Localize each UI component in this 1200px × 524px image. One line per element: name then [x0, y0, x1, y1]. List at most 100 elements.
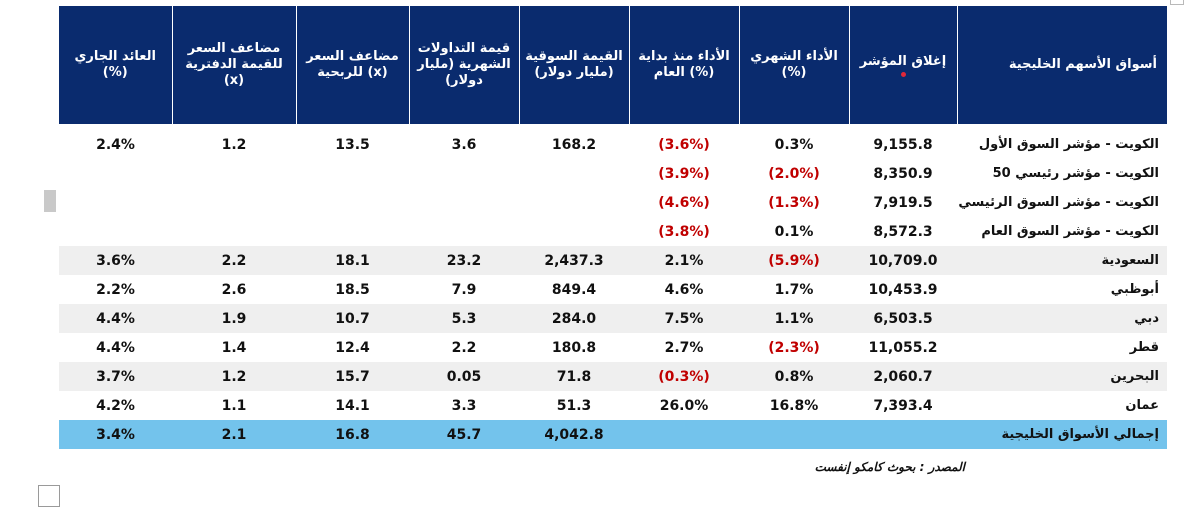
cell-pe: 14.1 — [335, 397, 370, 414]
cell-turnover — [409, 217, 519, 246]
checkbox[interactable] — [38, 485, 60, 507]
cell-pe: 13.5 — [335, 136, 370, 153]
cell-name: قطر — [1129, 340, 1159, 355]
cell-yield: 4.4% — [96, 339, 135, 356]
cell-yield: 2.4% — [96, 136, 135, 153]
cell-name: الكويت - مؤشر السوق الأول — [978, 137, 1159, 152]
cell-name: الكويت - مؤشر السوق الرئيسي — [958, 195, 1159, 210]
cell-ytd: (3.6%) — [658, 136, 710, 153]
header-yield: العائد الجاري (%) — [59, 6, 173, 124]
cell-turnover: 45.7 — [409, 420, 519, 449]
table-row: 3.7% 1.2 15.7 0.05 71.8 (0.3%) 0.8% 2,060.7 البح… — [59, 362, 1167, 391]
cell-yield: 4.4% — [59, 304, 172, 333]
corner-marker — [1170, 0, 1184, 5]
cell-close — [849, 420, 957, 449]
cell-ytd: 4.6% — [664, 281, 704, 298]
cell-turnover: 2.2 — [451, 339, 477, 356]
header-turnover: قيمة التداولات الشهرية (مليار دولار) — [409, 6, 520, 124]
source-note: المصدر : بحوث كامكو إنفست — [814, 460, 965, 474]
cell-mcap: 2,437.3 — [519, 246, 629, 275]
header-market: أسواق الأسهم الخليجية — [957, 6, 1167, 124]
cell-ytd: 2.1% — [629, 246, 739, 275]
cell-close: 8,350.9 — [873, 165, 933, 182]
cell-pe: 18.5 — [335, 281, 370, 298]
cell-close: 6,503.5 — [849, 304, 957, 333]
table-row: (3.9%) (2.0%) 8,350.9 الكويت - مؤشر رئيسي 5… — [59, 159, 1167, 188]
cell-name: البحرين — [957, 362, 1167, 391]
header-close-label: إغلاق المؤشر — [859, 53, 947, 69]
cell-monthly — [739, 420, 849, 449]
cell-yield: 4.2% — [96, 397, 135, 414]
cell-mcap: 168.2 — [551, 136, 597, 153]
header-close: إغلاق المؤشر — [849, 6, 958, 124]
table-row: 2.2% 2.6 18.5 7.9 849.4 4.6% 1.7% 10,453.9 أبوظب… — [59, 275, 1167, 304]
cell-turnover — [409, 188, 519, 217]
header-pe: مضاعف السعر للربحية (x) — [296, 6, 410, 124]
cell-pe — [296, 159, 409, 188]
cell-pb: 2.2 — [172, 246, 296, 275]
cell-pe: 16.8 — [296, 420, 409, 449]
cell-name: أبوظبي — [1110, 282, 1159, 297]
cell-close: 9,155.8 — [873, 136, 933, 153]
cell-mcap: 51.3 — [556, 397, 592, 414]
cell-ytd — [629, 420, 739, 449]
cell-pe: 12.4 — [335, 339, 370, 356]
cell-pe: 15.7 — [296, 362, 409, 391]
cell-name: الكويت - مؤشر السوق العام — [981, 224, 1159, 239]
cell-monthly: (5.9%) — [739, 246, 849, 275]
cell-turnover: 5.3 — [409, 304, 519, 333]
cell-yield: 2.2% — [96, 281, 135, 298]
cell-close: 11,055.2 — [868, 339, 938, 356]
red-dot-marker — [900, 71, 906, 77]
cell-turnover: 7.9 — [451, 281, 477, 298]
header-pb: مضاعف السعر للقيمة الدفترية (x) — [172, 6, 297, 124]
cell-close: 10,453.9 — [868, 281, 938, 298]
cell-close: 2,060.7 — [849, 362, 957, 391]
cell-monthly: 1.1% — [739, 304, 849, 333]
cell-monthly: 1.7% — [774, 281, 814, 298]
cell-pb: 1.2 — [172, 362, 296, 391]
table-row: (4.6%) (1.3%) 7,919.5 الكويت - مؤشر السوق ا… — [59, 188, 1167, 217]
cell-ytd: 26.0% — [659, 397, 709, 414]
header-ytd: الأداء منذ بداية العام (%) — [629, 6, 740, 124]
cell-pb: 1.1 — [221, 397, 247, 414]
cell-mcap — [519, 159, 629, 188]
cell-name: السعودية — [957, 246, 1167, 275]
header-row: العائد الجاري (%) مضاعف السعر للقيمة الد… — [59, 6, 1167, 124]
cell-mcap: 4,042.8 — [519, 420, 629, 449]
cell-ytd: (0.3%) — [629, 362, 739, 391]
cell-mcap: 849.4 — [551, 281, 597, 298]
cell-yield — [59, 217, 172, 246]
cell-mcap: 71.8 — [519, 362, 629, 391]
cell-turnover — [409, 159, 519, 188]
header-monthly: الأداء الشهري (%) — [739, 6, 850, 124]
cell-pb: 2.6 — [221, 281, 247, 298]
table-row: 3.6% 2.2 18.1 23.2 2,437.3 2.1% (5.9%) 10,709.0… — [59, 246, 1167, 275]
table-row: 4.4% 1.4 12.4 2.2 180.8 2.7% (2.3%) 11,055.2 قطر — [59, 333, 1167, 362]
cell-turnover: 3.6 — [451, 136, 477, 153]
cell-pe — [296, 188, 409, 217]
cell-yield — [59, 188, 172, 217]
cell-turnover: 3.3 — [451, 397, 477, 414]
cell-ytd: 2.7% — [664, 339, 704, 356]
table-body: 2.4% 1.2 13.5 3.6 168.2 (3.6%) 0.3% 9,155.8 الكو… — [59, 124, 1167, 449]
resize-handle[interactable] — [44, 190, 56, 212]
table-row: (3.8%) 0.1% 8,572.3 الكويت - مؤشر السوق الع… — [59, 217, 1167, 246]
cell-mcap: 284.0 — [519, 304, 629, 333]
cell-pe: 10.7 — [296, 304, 409, 333]
cell-yield: 3.6% — [59, 246, 172, 275]
cell-pb: 1.2 — [221, 136, 247, 153]
table-row: 2.4% 1.2 13.5 3.6 168.2 (3.6%) 0.3% 9,155.8 الكو… — [59, 124, 1167, 159]
cell-turnover: 0.05 — [409, 362, 519, 391]
header-market-cap: القيمة السوقية (مليار دولار) — [519, 6, 630, 124]
cell-monthly: 0.3% — [774, 136, 814, 153]
cell-pb — [172, 188, 296, 217]
total-row: 3.4% 2.1 16.8 45.7 4,042.8 إجمالي الأسواق الخ… — [59, 420, 1167, 449]
cell-monthly: 0.8% — [739, 362, 849, 391]
cell-yield — [59, 159, 172, 188]
cell-ytd: 7.5% — [629, 304, 739, 333]
cell-turnover: 23.2 — [409, 246, 519, 275]
cell-monthly: (1.3%) — [768, 194, 820, 211]
cell-monthly: 0.1% — [774, 223, 814, 240]
cell-mcap — [519, 188, 629, 217]
